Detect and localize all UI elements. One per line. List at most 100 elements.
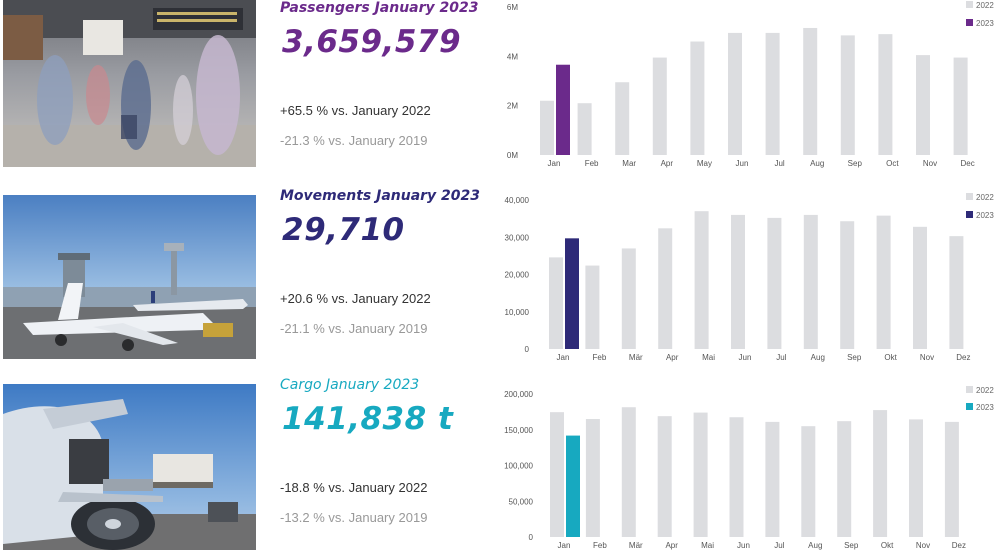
x-tick-label: Aug — [811, 353, 825, 362]
x-tick-label: Oct — [886, 159, 899, 168]
y-tick-label: 4M — [507, 52, 518, 61]
legend-swatch-2023 — [966, 19, 973, 26]
kpi-change-vs-2022: +65.5 % vs. January 2022 — [280, 103, 431, 118]
x-tick-label: Mai — [701, 541, 714, 550]
bar-2023-jan — [565, 238, 579, 349]
bar-2022-jul — [767, 217, 782, 349]
bar-2022-apr — [657, 416, 672, 537]
y-tick-label: 2M — [507, 102, 518, 111]
cargo-bar-chart: 0 50,000 100,000 150,000 200,000 Jan Feb Mär Apr… — [490, 377, 1000, 554]
kpi-change-vs-2019: -21.1 % vs. January 2019 — [280, 321, 428, 336]
bar-2022-aug — [801, 426, 816, 537]
x-tick-label: Feb — [593, 541, 607, 550]
legend-label-2022: 2022 — [976, 193, 994, 202]
x-tick-label: Jul — [776, 353, 786, 362]
bar-2022-jun — [729, 417, 744, 537]
y-tick-label: 40,000 — [505, 196, 530, 205]
y-tick-label: 150,000 — [504, 426, 533, 435]
y-tick-label: 0M — [507, 151, 518, 160]
x-tick-label: Jun — [736, 159, 749, 168]
x-tick-label: Apr — [665, 541, 678, 550]
legend-swatch-2022 — [966, 386, 973, 393]
cargo-section: Cargo January 2023 141,838 t -18.8 % vs.… — [0, 377, 1000, 554]
x-tick-label: Mär — [629, 541, 643, 550]
x-tick-label: Aug — [808, 541, 822, 550]
x-tick-label: Feb — [593, 353, 607, 362]
bar-2022-feb — [585, 419, 600, 537]
kpi-change-vs-2019: -13.2 % vs. January 2019 — [280, 510, 428, 525]
bar-2022-mai — [693, 412, 708, 537]
kpi-change-vs-2022: -18.8 % vs. January 2022 — [280, 480, 428, 495]
kpi-title: Movements January 2023 — [280, 188, 481, 204]
kpi-value: 141,838 t — [282, 401, 454, 437]
y-tick-label: 10,000 — [505, 308, 530, 317]
movements-kpi: Movements January 2023 29,710 +20.6 % vs… — [280, 188, 490, 355]
legend-label-2022: 2022 — [976, 386, 994, 395]
x-tick-label: Dez — [956, 353, 970, 362]
bar-2022-feb — [585, 265, 600, 349]
kpi-value: 3,659,579 — [282, 24, 462, 60]
x-tick-label: Apr — [666, 353, 679, 362]
x-tick-label: Jul — [774, 541, 784, 550]
bar-2022-jun — [728, 32, 742, 155]
x-tick-label: Mar — [622, 159, 636, 168]
bar-2022-mär — [621, 248, 636, 349]
aircraft-at-gate-photo — [3, 195, 256, 359]
bar-2022-sep — [837, 421, 852, 537]
y-tick-label: 0 — [525, 345, 530, 354]
x-tick-label: Mär — [629, 353, 643, 362]
x-tick-label: Nov — [920, 353, 934, 362]
bar-2022-dez — [944, 421, 959, 537]
bar-2022-jul — [765, 421, 780, 537]
x-tick-label: Jul — [774, 159, 784, 168]
bar-2022-mar — [615, 82, 630, 155]
x-tick-label: Dez — [952, 541, 966, 550]
x-tick-label: Jun — [737, 541, 750, 550]
y-tick-label: 100,000 — [504, 462, 533, 471]
x-tick-label: Nov — [916, 541, 930, 550]
bar-2022-apr — [658, 228, 673, 349]
x-tick-label: Sep — [847, 353, 862, 362]
x-tick-label: Sep — [844, 541, 859, 550]
x-tick-label: Aug — [810, 159, 824, 168]
bar-2023-jan — [556, 64, 570, 155]
legend-swatch-2022 — [966, 193, 973, 200]
x-tick-label: Sep — [848, 159, 863, 168]
bar-2022-may — [690, 41, 705, 155]
bar-2022-okt — [876, 215, 891, 349]
x-tick-label: Feb — [585, 159, 599, 168]
bar-2022-jul — [765, 32, 780, 155]
legend-label-2023: 2023 — [976, 403, 994, 412]
x-tick-label: Apr — [661, 159, 674, 168]
passengers-kpi: Passengers January 2023 3,659,579 +65.5 … — [280, 0, 490, 167]
bar-2022-apr — [652, 57, 667, 155]
bar-2022-oct — [878, 34, 893, 156]
bar-2022-jan — [550, 412, 564, 537]
bar-2022-nov — [916, 55, 930, 155]
x-tick-label: May — [697, 159, 712, 168]
y-tick-label: 50,000 — [509, 497, 534, 506]
x-tick-label: Jan — [557, 353, 570, 362]
y-tick-label: 6M — [507, 3, 518, 12]
kpi-value: 29,710 — [282, 212, 405, 248]
bar-2022-jun — [731, 214, 745, 349]
y-tick-label: 20,000 — [505, 271, 530, 280]
passengers-bar-chart: 0M 2M 4M 6M Jan Feb Mar Apr May Jun Jul Aug Sep Oct No… — [490, 0, 1000, 178]
bar-2023-jan — [566, 435, 580, 537]
legend-swatch-2023 — [966, 403, 973, 410]
bar-2022-jan — [540, 100, 554, 155]
bar-2022-feb — [577, 103, 592, 155]
bar-2022-nov — [909, 419, 923, 537]
bar-2022-mai — [694, 211, 709, 349]
bar-2022-mär — [621, 407, 636, 537]
movements-bar-chart: 0 10,000 20,000 30,000 40,000 Jan Feb Mär Apr Mai… — [490, 188, 1000, 366]
kpi-change-vs-2022: +20.6 % vs. January 2022 — [280, 291, 431, 306]
legend-label-2023: 2023 — [976, 19, 994, 28]
kpi-title: Passengers January 2023 — [280, 0, 479, 16]
bar-2022-nov — [913, 226, 927, 349]
bar-2022-jan — [549, 257, 563, 349]
movements-section: Movements January 2023 29,710 +20.6 % vs… — [0, 188, 1000, 368]
legend-label-2022: 2022 — [976, 1, 994, 10]
bar-2022-sep — [840, 221, 855, 349]
bar-2022-aug — [803, 27, 818, 155]
